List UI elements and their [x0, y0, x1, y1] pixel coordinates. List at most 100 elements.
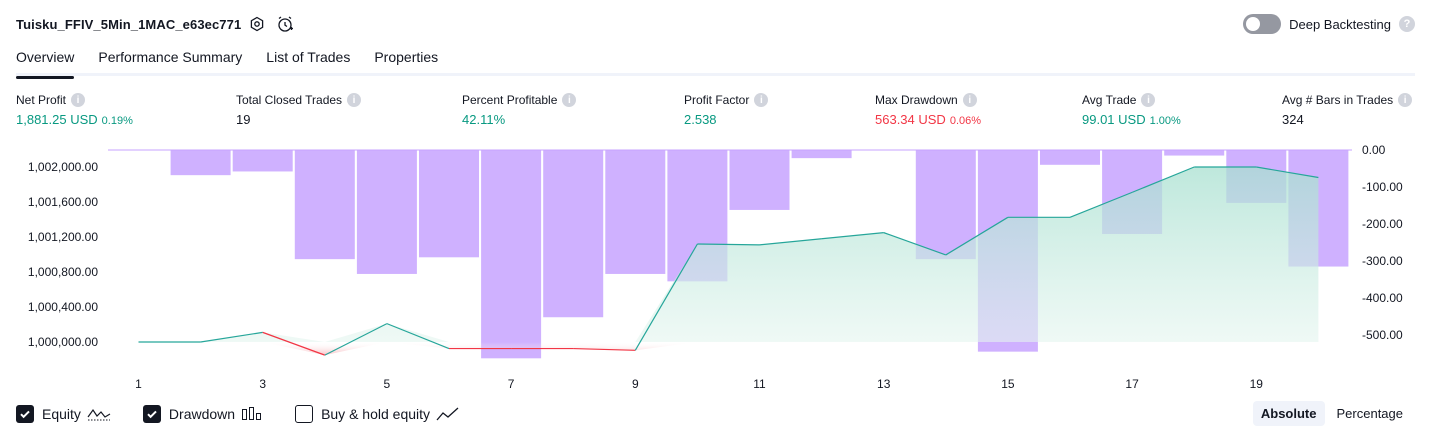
legend-equity[interactable]: Equity [16, 405, 111, 423]
buy-hold-line-icon [436, 406, 460, 422]
metric-label: Net Profit [16, 93, 67, 107]
info-icon[interactable]: i [71, 93, 86, 107]
drawdown-bars-icon [241, 406, 263, 422]
left-axis: 1,000,000.00 1,000,400.00 1,000,800.00 1,00… [28, 160, 98, 349]
drawdown-bar [915, 150, 976, 260]
x-axis: 1 3 5 7 9 11 13 15 17 19 [135, 377, 1263, 391]
info-icon[interactable]: i [562, 93, 577, 107]
equity-line-segment [1256, 166, 1319, 179]
header: Tuisku_FFIV_5Min_1MAC_e63ec771 Deep Back… [16, 12, 1415, 36]
tab-performance-summary[interactable]: Performance Summary [98, 49, 243, 65]
drawdown-bar [356, 150, 417, 274]
metric-percent: 1.00% [1149, 115, 1181, 127]
deep-backtesting-label: Deep Backtesting [1289, 16, 1391, 32]
legend-drawdown[interactable]: Drawdown [142, 405, 263, 423]
drawdown-bar [1040, 150, 1100, 165]
drawdown-bar [791, 150, 852, 159]
left-axis-tick-label: 1,000,000.00 [28, 335, 98, 349]
right-axis-tick-label: -500.00 [1362, 328, 1403, 342]
info-icon[interactable]: i [1141, 93, 1156, 107]
equity-line-segment [759, 238, 822, 246]
info-icon[interactable]: i [962, 93, 977, 107]
metric-profit-factor: Profit Factor i 2.538 [684, 93, 769, 127]
absolute-button[interactable]: Absolute [1252, 401, 1325, 426]
tab-overview[interactable]: Overview [16, 44, 75, 79]
info-icon[interactable]: i [1398, 93, 1413, 107]
metric-percent: 0.19% [101, 115, 133, 127]
metric-max-drawdown: Max Drawdown i 563.34 USD 0.06% [875, 93, 981, 127]
alarm-clock-icon[interactable] [273, 12, 297, 36]
equity-line-segment [883, 232, 947, 256]
checkbox-checked-icon[interactable] [142, 405, 161, 423]
metric-label: Percent Profitable [462, 93, 558, 107]
x-axis-tick-label: 1 [135, 377, 142, 391]
x-axis-tick-label: 3 [259, 377, 266, 391]
deep-backtesting-toggle[interactable] [1243, 14, 1282, 34]
equity-line-segment [324, 323, 388, 356]
equity-line-icon [87, 406, 111, 422]
equity-drawdown-chart[interactable]: 1,000,000.00 1,000,400.00 1,000,800.00 1,00… [0, 140, 1431, 400]
equity-area-negative [138, 342, 1319, 356]
x-axis-tick-label: 19 [1250, 377, 1264, 391]
left-axis-tick-label: 1,001,600.00 [28, 195, 98, 209]
x-axis-tick-label: 9 [632, 377, 639, 391]
right-axis-tick-label: -300.00 [1362, 254, 1403, 268]
metric-value: 563.34 USD [875, 112, 946, 127]
metric-label: Profit Factor [684, 93, 750, 107]
checkbox-unchecked-icon[interactable] [295, 405, 314, 423]
left-axis-tick-label: 1,002,000.00 [28, 160, 98, 174]
x-axis-tick-label: 13 [877, 377, 891, 391]
right-axis-tick-label: -100.00 [1362, 180, 1403, 194]
mode-switch: Absolute Percentage [1252, 401, 1411, 426]
drawdown-bar [419, 150, 479, 258]
help-icon[interactable]: ? [1399, 16, 1415, 32]
equity-line-segment [634, 243, 698, 351]
equity-line-segment [821, 232, 884, 240]
x-axis-tick-label: 17 [1125, 377, 1139, 391]
x-axis-tick-label: 11 [753, 377, 766, 391]
metric-avg-bars-in-trades: Avg # Bars in Trades i 324 [1282, 93, 1413, 127]
left-axis-tick-label: 1,000,400.00 [28, 300, 98, 314]
metric-net-profit: Net Profit i 1,881.25 USD 0.19% [16, 93, 133, 127]
drawdown-bar [605, 150, 666, 274]
equity-line-segment [262, 331, 326, 356]
info-icon[interactable]: i [754, 93, 769, 107]
metric-value: 19 [236, 112, 251, 127]
legend-label: Drawdown [168, 406, 236, 422]
metric-label: Total Closed Trades [236, 93, 343, 107]
equity-line-segment [386, 323, 450, 350]
drawdown-bar [170, 150, 231, 176]
metric-avg-trade: Avg Trade i 99.01 USD 1.00% [1082, 93, 1181, 127]
legend-buy-hold-equity[interactable]: Buy & hold equity [295, 405, 460, 423]
equity-line-segment [1069, 191, 1133, 218]
checkbox-checked-icon[interactable] [16, 405, 34, 423]
drawdown-bar [543, 150, 604, 318]
x-axis-tick-label: 15 [1001, 377, 1015, 391]
equity-line-segment [200, 331, 263, 343]
strategy-name: Tuisku_FFIV_5Min_1MAC_e63ec771 [16, 16, 242, 32]
deep-backtesting: Deep Backtesting ? [1243, 12, 1415, 36]
tab-properties[interactable]: Properties [374, 49, 439, 65]
equity-line-segment [1131, 166, 1195, 193]
equity-line-segment [945, 216, 1009, 256]
equity-line-segment [697, 243, 760, 246]
metric-label: Avg Trade [1082, 93, 1137, 107]
equity-area-positive [138, 167, 1319, 342]
equity-line-segment [573, 347, 636, 351]
settings-icon[interactable] [245, 12, 269, 36]
right-axis: 0.00 -100.00 -200.00 -300.00 -400.00 -500.00 [1362, 143, 1403, 342]
drawdown-bar [481, 150, 542, 359]
legend-label: Buy & hold equity [321, 406, 431, 422]
equity-line [138, 166, 1319, 356]
tab-list-of-trades[interactable]: List of Trades [266, 49, 351, 65]
drawdown-bar [729, 150, 790, 210]
info-icon[interactable]: i [347, 93, 362, 107]
chart-svg[interactable]: 1,000,000.00 1,000,400.00 1,000,800.00 1,00… [0, 140, 1431, 400]
right-axis-tick-label: -200.00 [1362, 217, 1403, 231]
metric-label: Avg # Bars in Trades [1282, 93, 1394, 107]
equity-fill [138, 167, 1319, 356]
drawdown-bar [294, 150, 355, 260]
percentage-button[interactable]: Percentage [1336, 406, 1404, 421]
metric-percent-profitable: Percent Profitable i 42.11% [462, 93, 577, 127]
x-axis-tick-label: 5 [384, 377, 391, 391]
